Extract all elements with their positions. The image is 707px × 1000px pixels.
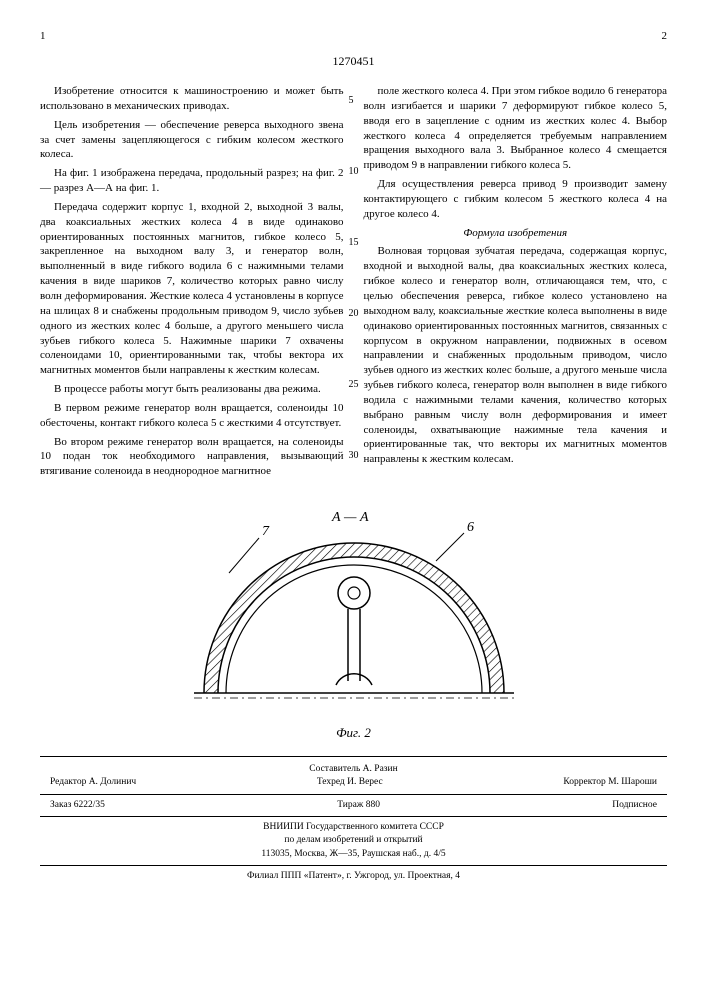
foot-line2: по делам изобретений и открытий (40, 834, 667, 847)
para: В процессе работы могут быть реализованы… (40, 382, 344, 397)
patent-number: 1270451 (40, 54, 667, 69)
para: Волновая торцовая зубчатая передача, сод… (364, 244, 668, 467)
col2-number: 2 (662, 30, 668, 42)
para: Во втором режиме генератор волн вращаетс… (40, 435, 344, 480)
col1-number: 1 (40, 30, 46, 42)
para: Передача содержит корпус 1, входной 2, в… (40, 200, 344, 378)
fig-label-7: 7 (262, 524, 270, 539)
foot-line4: Филиал ППП «Патент», г. Ужгород, ул. Про… (40, 870, 667, 883)
order: Заказ 6222/35 (50, 799, 105, 812)
para: поле жесткого колеса 4. При этом гибкое … (364, 84, 668, 173)
column-2: поле жесткого колеса 4. При этом гибкое … (364, 84, 668, 483)
column-1: Изобретение относится к машиностроению и… (40, 84, 344, 483)
para: Для осуществления реверса привод 9 произ… (364, 177, 668, 222)
foot-line3: 113035, Москва, Ж—35, Раушская наб., д. … (40, 848, 667, 861)
para: На фиг. 1 изображена передача, продольны… (40, 166, 344, 196)
corrector: Корректор М. Шароши (563, 776, 657, 789)
foot-line1: ВНИИПИ Государственного комитета СССР (40, 821, 667, 834)
section-label: А — А (331, 510, 369, 525)
figure-2: А — А 7 6 Фиг. 2 (40, 503, 667, 741)
tirazh: Тираж 880 (337, 799, 380, 812)
tech-editor: Техред И. Верес (317, 776, 383, 789)
para: Изобретение относится к машиностроению и… (40, 84, 344, 114)
subscription: Подписное (612, 799, 657, 812)
para: Цель изобретения — обеспечение реверса в… (40, 118, 344, 163)
figure-caption: Фиг. 2 (40, 725, 667, 741)
para: В первом режиме генератор волн вращается… (40, 401, 344, 431)
fig-label-6: 6 (467, 520, 474, 535)
compiler: Составитель А. Разин (40, 763, 667, 776)
formula-title: Формула изобретения (364, 226, 668, 241)
editor: Редактор А. Долинич (50, 776, 136, 789)
line-numbers: 5 10 15 20 25 30 (349, 95, 359, 461)
footer: Составитель А. Разин Редактор А. Долинич… (40, 756, 667, 883)
